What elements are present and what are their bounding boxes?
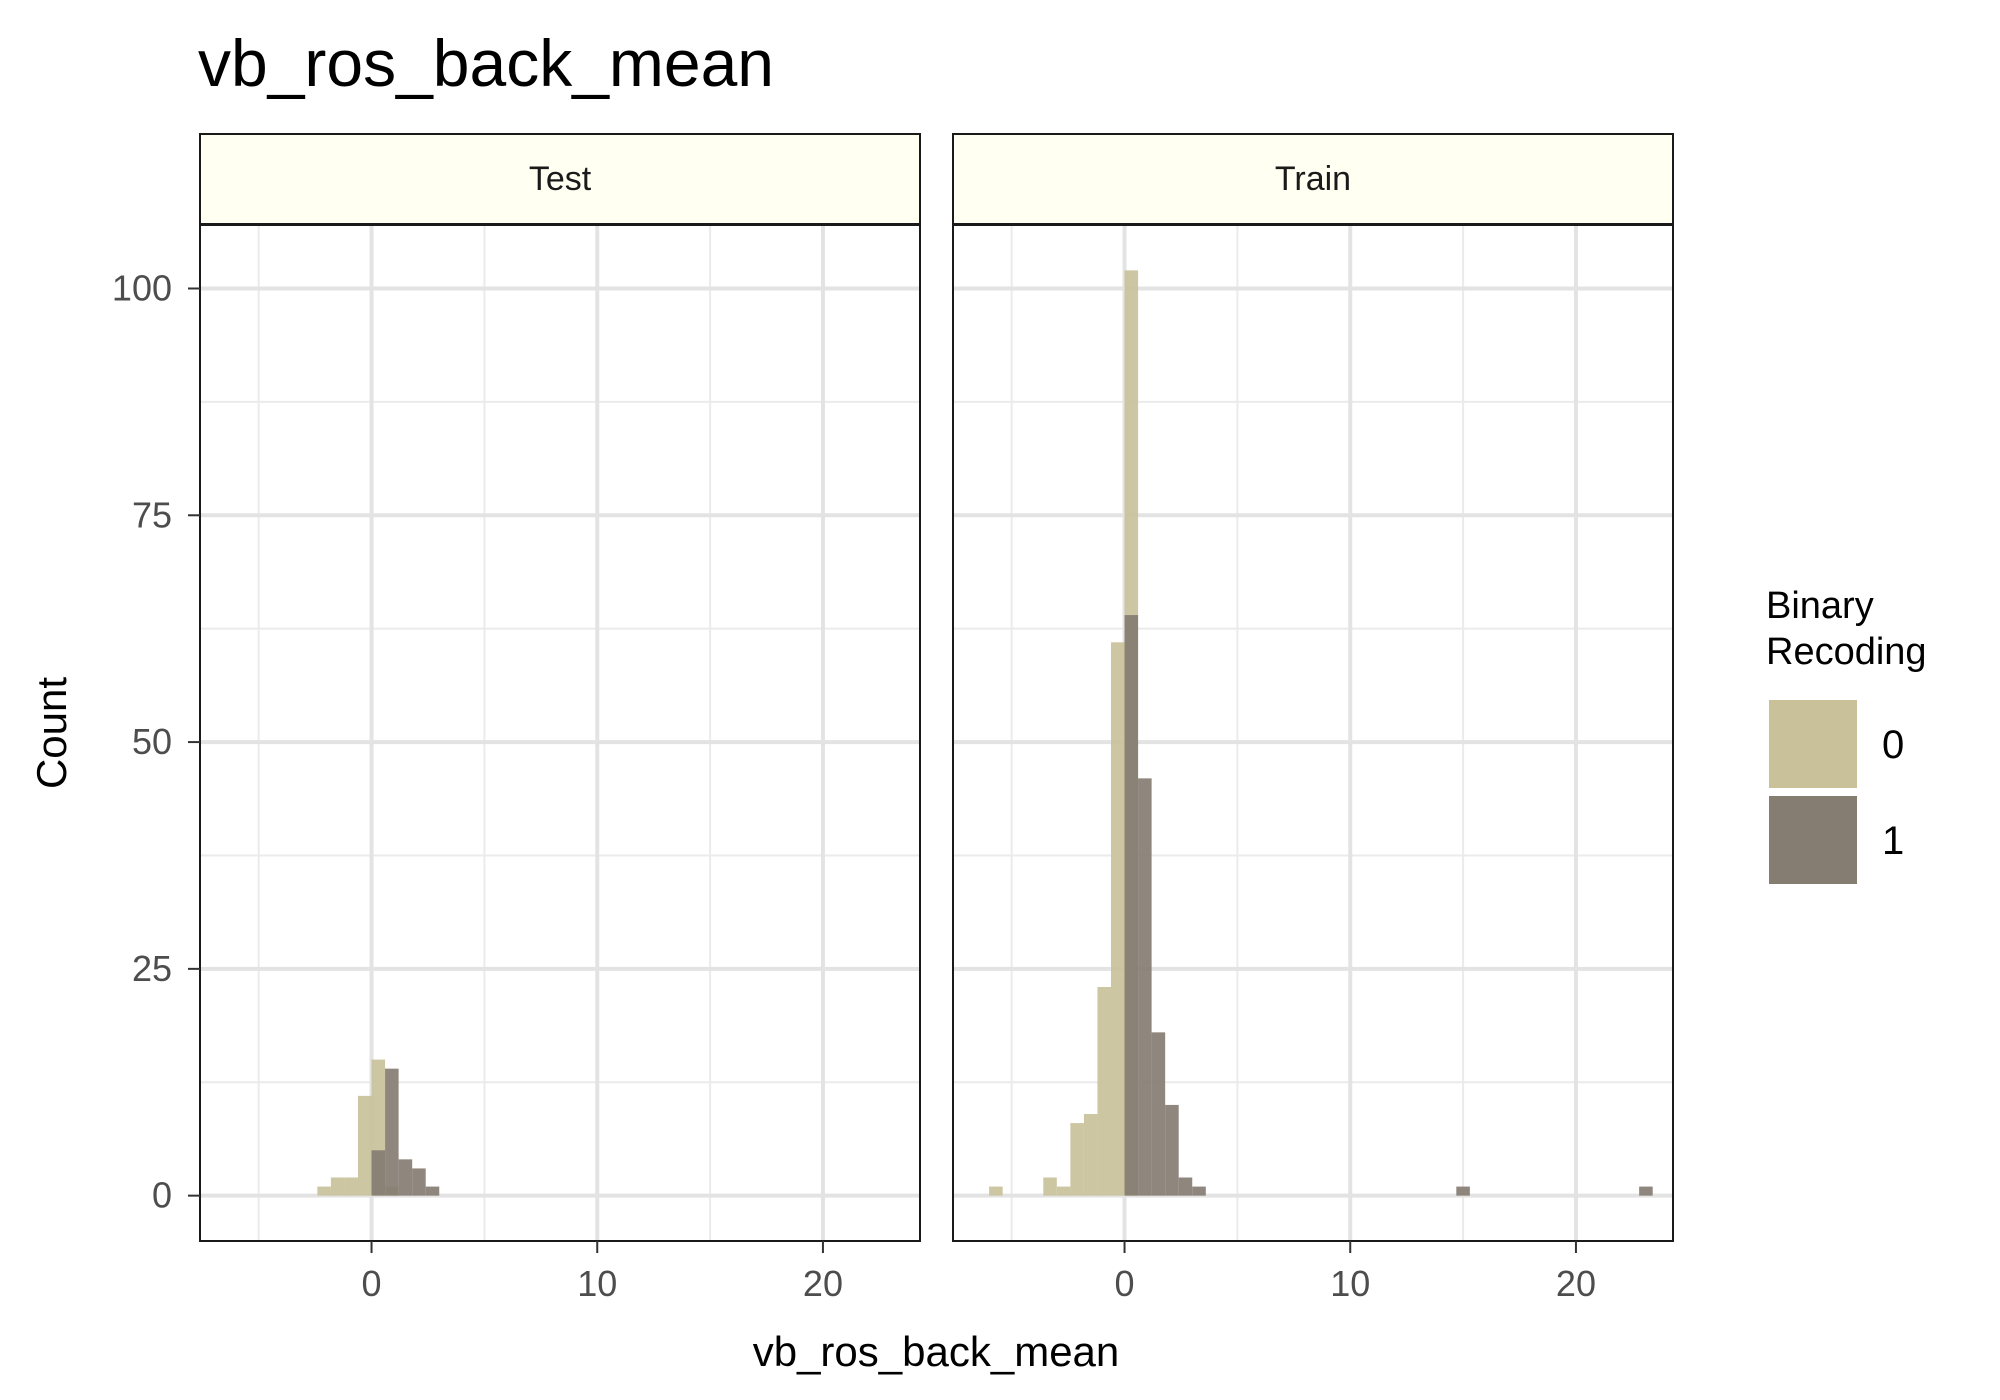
x-tick-label: 20	[803, 1263, 843, 1304]
histogram-bar-series-1	[1165, 1104, 1179, 1196]
histogram-bar-series-1	[1639, 1186, 1653, 1196]
chart-title: vb_ros_back_mean	[198, 26, 774, 100]
x-tick-label: 20	[1556, 1263, 1596, 1304]
histogram-bar-series-0	[1097, 987, 1111, 1196]
legend-label-1: 1	[1882, 819, 1904, 863]
x-tick-label: 0	[362, 1263, 382, 1304]
y-tick-label: 0	[152, 1175, 172, 1216]
strip-label-train: Train	[1275, 160, 1351, 198]
histogram-bar-series-1	[412, 1168, 426, 1196]
x-tick-label: 0	[1115, 1263, 1135, 1304]
y-axis-label: Count	[28, 677, 75, 789]
y-tick-label: 75	[132, 494, 172, 535]
x-axis-label: vb_ros_back_mean	[753, 1328, 1120, 1375]
histogram-bar-series-0	[317, 1186, 331, 1196]
y-tick-label: 25	[132, 948, 172, 989]
y-axis: 0 25 50 75 100	[112, 268, 200, 1216]
panel-train-border	[952, 224, 1674, 1242]
histogram-bar-series-1	[1192, 1186, 1206, 1196]
histogram-bar-series-0	[330, 1177, 345, 1196]
histogram-bar-series-1	[398, 1159, 413, 1196]
legend-label-0: 0	[1882, 723, 1904, 767]
facet-panel-test: Test	[199, 133, 921, 1242]
histogram-bar-series-1	[385, 1068, 399, 1196]
panel-test-background	[200, 225, 920, 1241]
histogram-bar-series-1	[371, 1150, 386, 1196]
histogram-bar-series-0	[989, 1186, 1003, 1196]
histogram-bar-series-0	[1043, 1177, 1057, 1196]
histogram-bar-series-0	[1083, 1114, 1098, 1196]
panel-test-bars	[317, 1059, 440, 1196]
y-tick-label: 100	[112, 268, 172, 309]
panel-test-grid	[200, 225, 920, 1241]
facet-panel-train: Train	[952, 133, 1674, 1242]
histogram-bar-series-0	[344, 1177, 358, 1196]
panel-train-background	[953, 225, 1673, 1241]
y-tick-label: 50	[132, 721, 172, 762]
histogram-bar-series-1	[1456, 1186, 1470, 1196]
histogram-bar-series-1	[1178, 1177, 1193, 1196]
histogram-bar-series-1	[1151, 1032, 1166, 1196]
legend-title-line-1: Binary	[1766, 585, 1874, 627]
histogram-bar-series-1	[1124, 615, 1139, 1196]
panel-train-bars	[989, 270, 1653, 1196]
panel-test-border	[199, 224, 921, 1242]
histogram-bar-series-1	[1138, 778, 1152, 1196]
histogram-bar-series-0	[1070, 1123, 1084, 1196]
histogram-bar-series-0	[1056, 1186, 1071, 1196]
strip-train-background	[952, 133, 1674, 225]
legend: Binary Recoding 0 1	[1766, 585, 1927, 884]
histogram-bar-series-1	[425, 1186, 440, 1196]
legend-title-line-2: Recoding	[1766, 631, 1927, 673]
x-axis-test: 0 10 20	[362, 1241, 843, 1304]
x-tick-label: 10	[577, 1263, 617, 1304]
x-axis-train: 0 10 20	[1115, 1241, 1596, 1304]
histogram-bar-series-0	[1110, 642, 1125, 1196]
legend-swatch-1	[1769, 796, 1857, 884]
strip-test-background	[199, 133, 921, 225]
x-tick-label: 10	[1330, 1263, 1370, 1304]
histogram-bar-series-0	[357, 1095, 372, 1196]
strip-label-test: Test	[529, 160, 592, 198]
legend-swatch-0	[1769, 700, 1857, 788]
